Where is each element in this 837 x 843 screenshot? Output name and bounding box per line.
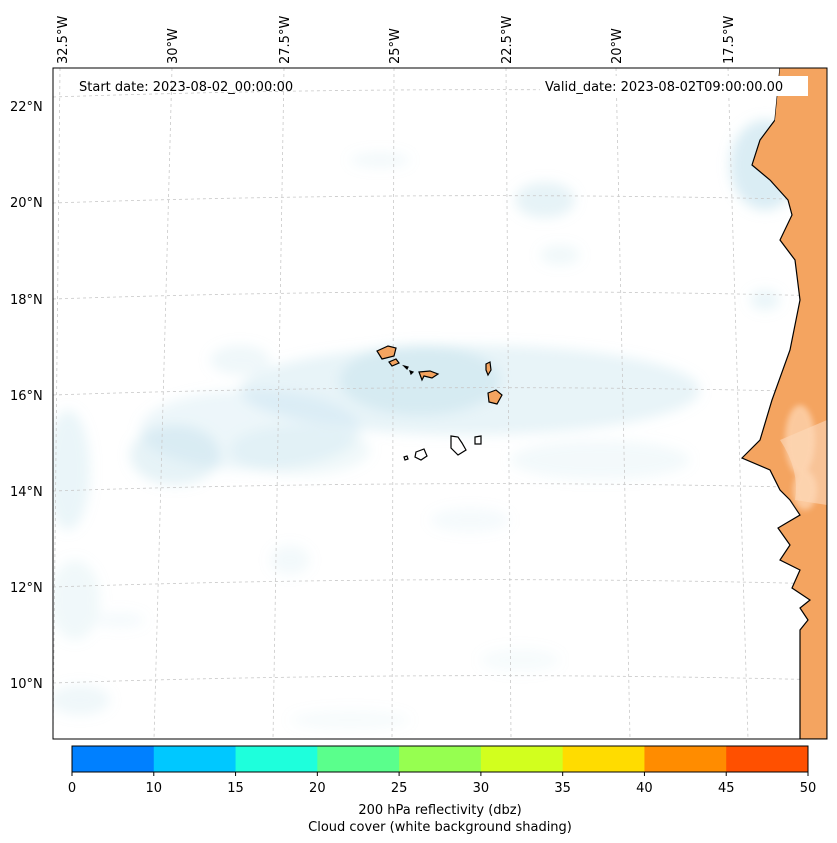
colorbar-segment (72, 746, 155, 772)
map-panel (53, 68, 827, 739)
longitude-labels: 32.5°W 30°W 27.5°W 25°W 22.5°W 20°W 17.5… (56, 16, 737, 64)
island-sao-vicente (388, 358, 400, 367)
start-date-label: Start date: 2023-08-02_00:00:00 (79, 80, 293, 95)
colorbar-border (71, 745, 809, 773)
lon-label: 25°W (388, 28, 403, 64)
colorbar-ticks: 0 10 15 20 25 30 35 40 45 50 (68, 772, 816, 796)
valid-date-box (540, 76, 808, 96)
lon-label: 32.5°W (56, 16, 71, 64)
cape-verde-islands (376, 345, 503, 461)
island-sao-nicolau (418, 370, 440, 382)
lon-label: 30°W (166, 28, 181, 64)
colorbar-tick-label: 25 (391, 781, 408, 796)
island-brava (403, 455, 409, 461)
island-santa-luzia (402, 364, 409, 371)
colorbar-segments (72, 746, 809, 772)
map-border (52, 67, 828, 740)
colorbar-segment (153, 746, 237, 772)
colorbar-segment (726, 746, 809, 772)
island-santiago (450, 435, 467, 456)
colorbar-tick-label: 50 (800, 781, 817, 796)
lat-label: 12°N (10, 581, 43, 596)
lon-label: 27.5°W (278, 16, 293, 64)
colorbar-segment (644, 746, 727, 772)
reflectivity-patches (785, 405, 817, 510)
lon-label: 20°W (610, 28, 625, 64)
island-islet (409, 370, 415, 376)
island-boa-vista (487, 389, 503, 405)
colorbar-segment (399, 746, 482, 772)
island-santo-antao (376, 345, 397, 360)
colorbar-tick-label: 45 (718, 781, 735, 796)
lat-label: 20°N (10, 196, 43, 211)
lat-label: 22°N (10, 100, 43, 115)
lat-label: 10°N (10, 677, 43, 692)
colorbar-tick-label: 35 (554, 781, 571, 796)
latitude-labels: 22°N 20°N 18°N 16°N 14°N 12°N 10°N (10, 100, 43, 692)
colorbar-segment (235, 746, 318, 772)
colorbar-segment (562, 746, 645, 772)
colorbar-tick-label: 40 (636, 781, 653, 796)
lon-label: 22.5°W (500, 16, 515, 64)
gridlines (53, 68, 827, 739)
lon-label: 17.5°W (722, 16, 737, 64)
lat-label: 16°N (10, 389, 43, 404)
colorbar: 0 10 15 20 25 30 35 40 45 50 200 hPa reflectivity… (68, 745, 816, 835)
colorbar-tick-label: 10 (146, 781, 163, 796)
colorbar-segment (480, 746, 564, 772)
colorbar-sublabel: Cloud cover (white background shading) (308, 820, 572, 835)
colorbar-segment (317, 746, 400, 772)
colorbar-tick-label: 15 (227, 781, 244, 796)
valid-date-label: Valid_date: 2023-08-02T09:00:00.00 (545, 80, 783, 95)
lat-label: 14°N (10, 485, 43, 500)
island-maio (474, 435, 482, 445)
colorbar-label: 200 hPa reflectivity (dbz) (358, 803, 521, 818)
colorbar-tick-label: 20 (309, 781, 326, 796)
colorbar-tick-label: 0 (68, 781, 76, 796)
lat-label: 18°N (10, 293, 43, 308)
island-sal (485, 361, 492, 377)
island-fogo (414, 448, 428, 461)
colorbar-tick-label: 30 (473, 781, 490, 796)
